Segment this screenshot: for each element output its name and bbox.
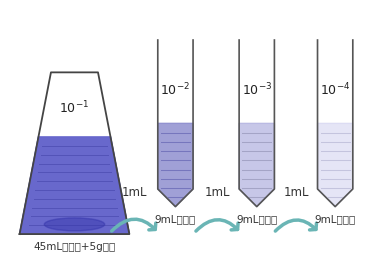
Polygon shape <box>20 72 129 234</box>
Text: 9mL无菌水: 9mL无菌水 <box>314 214 356 224</box>
Text: 45mL无菌水+5g样品: 45mL无菌水+5g样品 <box>33 242 116 252</box>
Text: 1mL: 1mL <box>122 186 147 199</box>
Text: 9mL无菌水: 9mL无菌水 <box>155 214 196 224</box>
Text: $10^{-2}$: $10^{-2}$ <box>160 82 191 98</box>
Polygon shape <box>239 40 274 207</box>
Text: 1mL: 1mL <box>284 186 309 199</box>
Polygon shape <box>20 137 129 234</box>
Polygon shape <box>158 40 193 207</box>
Text: 1mL: 1mL <box>205 186 230 199</box>
Ellipse shape <box>44 218 105 231</box>
Text: 9mL无菌水: 9mL无菌水 <box>236 214 278 224</box>
Polygon shape <box>158 123 193 207</box>
Polygon shape <box>20 137 129 234</box>
Polygon shape <box>239 123 274 207</box>
Ellipse shape <box>44 218 105 231</box>
Text: $10^{-1}$: $10^{-1}$ <box>60 100 89 116</box>
Polygon shape <box>318 123 353 207</box>
Text: $10^{-4}$: $10^{-4}$ <box>320 82 350 98</box>
Polygon shape <box>318 40 353 207</box>
Text: $10^{-3}$: $10^{-3}$ <box>241 82 272 98</box>
